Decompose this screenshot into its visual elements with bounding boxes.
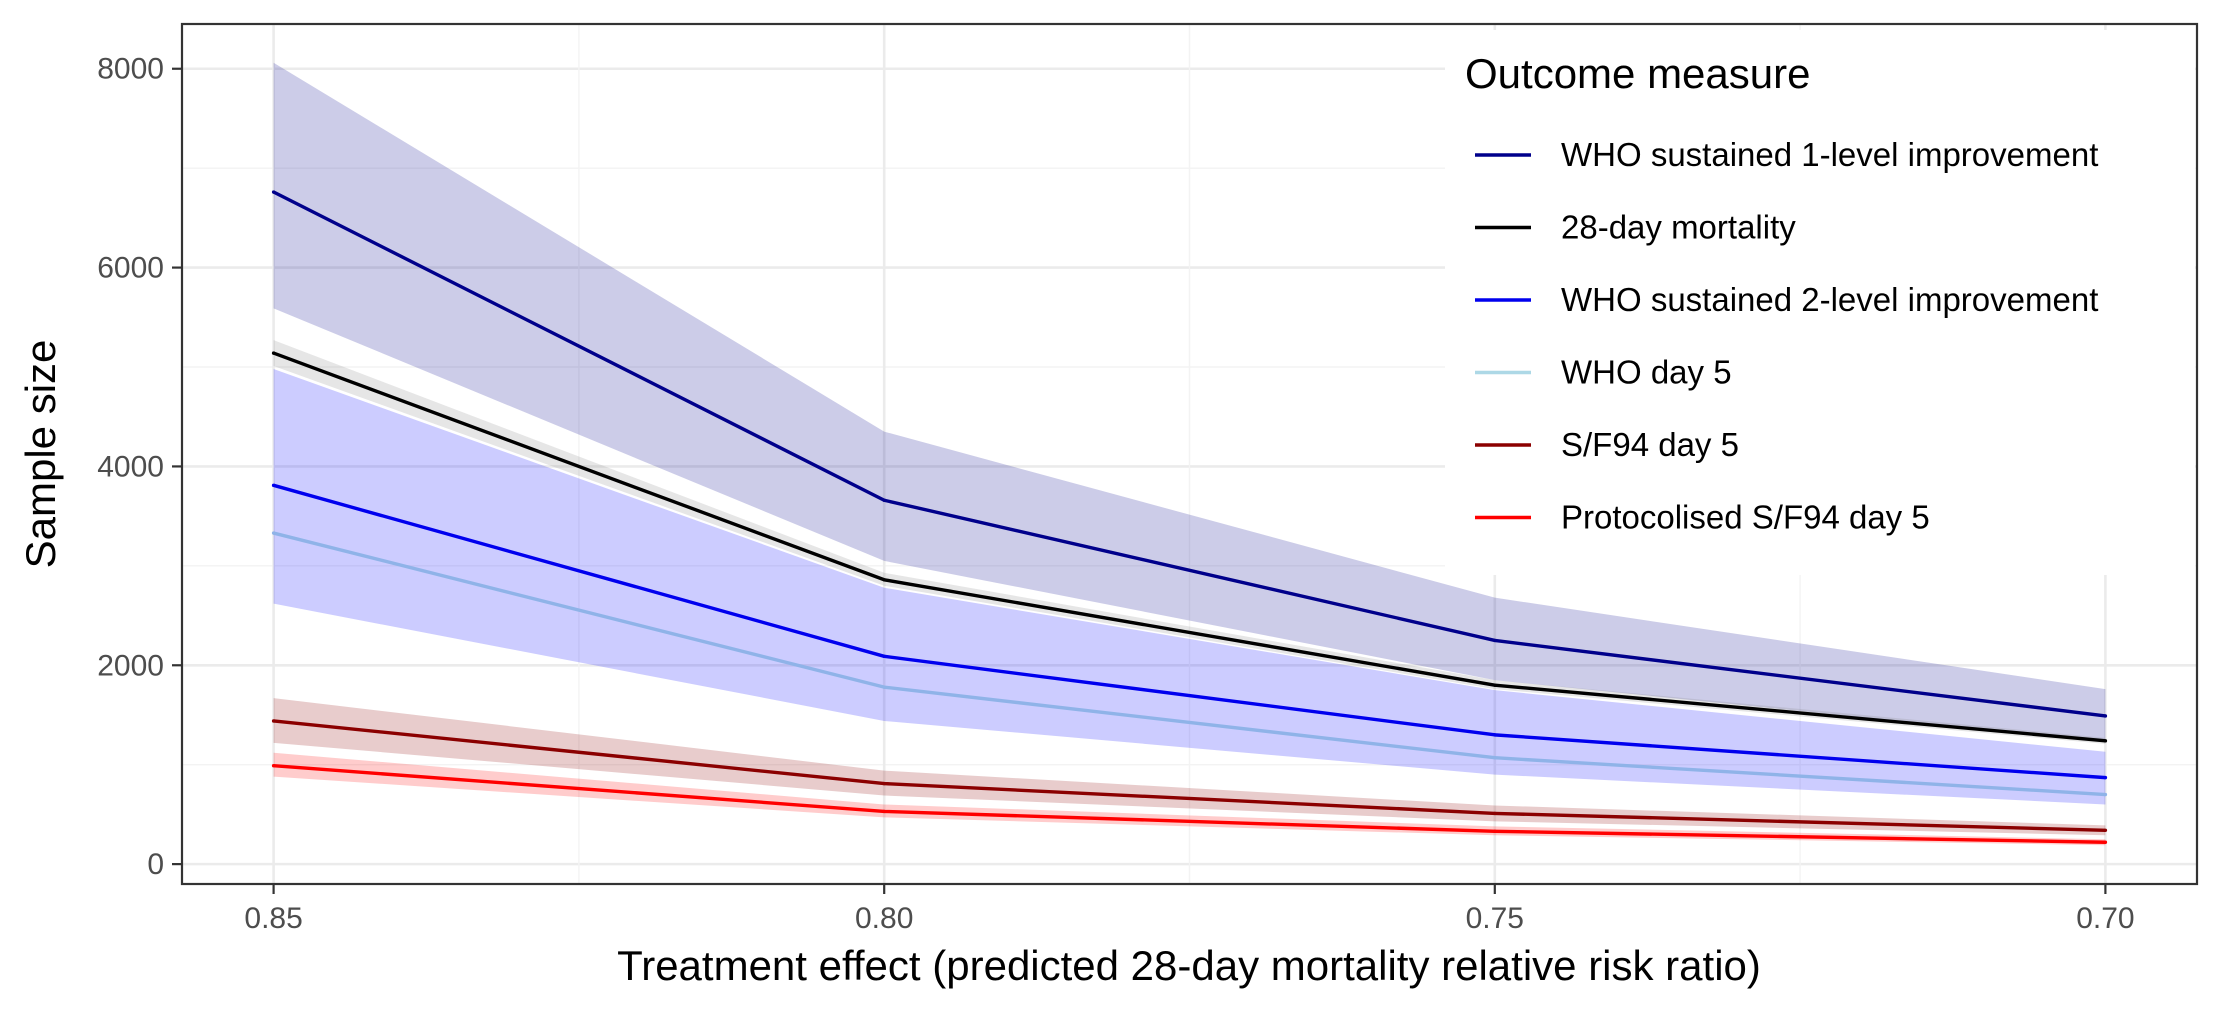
x-tick-label: 0.85	[244, 902, 302, 935]
data-point	[271, 531, 276, 535]
data-point	[882, 809, 886, 814]
legend-title: Outcome measure	[1465, 50, 1810, 97]
data-point	[1493, 829, 1497, 834]
series-line	[273, 483, 2106, 780]
legend-label: WHO sustained 2-level improvement	[1561, 281, 2098, 318]
confidence-ribbon	[273, 752, 2106, 846]
data-point	[271, 351, 276, 355]
data-point	[882, 654, 886, 659]
y-tick-label: 8000	[97, 53, 164, 86]
data-point	[882, 578, 886, 582]
confidence-ribbon	[273, 62, 2106, 742]
data-point	[882, 685, 886, 689]
axes: 0 2000 4000 6000 8000 0.85 0.80 0.75 0.70	[97, 53, 2134, 935]
legend: Outcome measure WHO sustained 1-level im…	[1445, 30, 2195, 575]
legend-label: S/F94 day 5	[1561, 426, 1739, 463]
y-tick-label: 4000	[97, 450, 164, 483]
legend-items: WHO sustained 1-level improvement 28-day …	[1475, 136, 2098, 536]
data-point	[2103, 775, 2108, 780]
data-point	[2103, 714, 2108, 718]
data-point	[1493, 683, 1497, 687]
data-point	[271, 719, 276, 723]
x-tick-label: 0.75	[1466, 902, 1524, 935]
data-point	[271, 190, 276, 194]
data-point	[1493, 756, 1497, 760]
data-point	[271, 763, 276, 768]
x-axis-title: Treatment effect (predicted 28-day morta…	[617, 942, 1761, 989]
data-point	[2103, 792, 2108, 797]
series-line	[273, 531, 2106, 797]
legend-label: WHO day 5	[1561, 354, 1732, 391]
y-tick-label: 6000	[97, 252, 164, 285]
plot-border	[180, 22, 2199, 886]
legend-background	[1445, 30, 2195, 575]
y-tick-label: 0	[147, 848, 164, 881]
data-point	[1493, 638, 1497, 643]
data-point	[2103, 840, 2108, 844]
confidence-ribbon	[273, 698, 2106, 836]
data-point	[1493, 733, 1497, 737]
series-line	[272, 351, 2106, 743]
data-point	[882, 781, 886, 786]
y-tick-label: 2000	[97, 649, 164, 682]
series-line	[272, 190, 2106, 718]
y-axis-title: Sample size	[17, 340, 64, 569]
series-line	[273, 719, 2106, 833]
x-tick-label: 0.70	[2076, 902, 2134, 935]
data-point	[1493, 811, 1497, 816]
legend-label: WHO sustained 1-level improvement	[1561, 136, 2098, 173]
x-tick-label: 0.80	[855, 902, 913, 935]
legend-label: 28-day mortality	[1561, 209, 1796, 246]
data-point	[882, 498, 886, 502]
series-lines	[271, 190, 2108, 844]
series-line	[273, 763, 2106, 844]
data-point	[271, 483, 276, 488]
legend-label: Protocolised S/F94 day 5	[1561, 499, 1930, 536]
data-point	[2103, 828, 2108, 833]
data-point	[2103, 739, 2108, 743]
